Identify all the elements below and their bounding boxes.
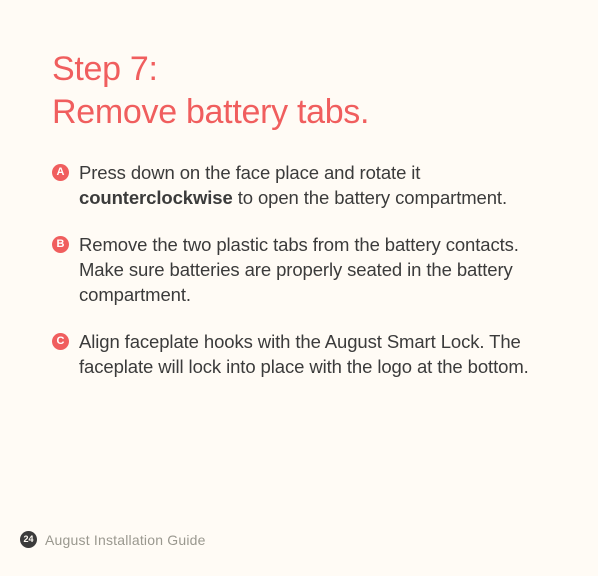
step-text-c: Align faceplate hooks with the August Sm… [79, 330, 546, 380]
step-badge-b: B [52, 236, 69, 253]
page-number-badge: 24 [20, 531, 37, 548]
step-text-a: Press down on the face place and rotate … [79, 161, 546, 211]
step-a: A Press down on the face place and rotat… [52, 161, 546, 211]
step-a-post: to open the battery compartment. [233, 187, 507, 208]
step-text-b: Remove the two plastic tabs from the bat… [79, 233, 546, 308]
steps-list: A Press down on the face place and rotat… [52, 161, 546, 380]
step-a-bold: counterclockwise [79, 187, 233, 208]
step-b: B Remove the two plastic tabs from the b… [52, 233, 546, 308]
step-c: C Align faceplate hooks with the August … [52, 330, 546, 380]
page-footer: 24 August Installation Guide [20, 531, 206, 548]
heading-line-1: Step 7: [52, 50, 158, 88]
step-badge-c: C [52, 333, 69, 350]
page-heading: Step 7: Remove battery tabs. [52, 48, 546, 133]
step-a-pre: Press down on the face place and rotate … [79, 162, 420, 183]
step-b-pre: Remove the two plastic tabs from the bat… [79, 234, 519, 305]
heading-line-2: Remove battery tabs. [52, 93, 369, 131]
guide-name: August Installation Guide [45, 532, 206, 548]
step-c-pre: Align faceplate hooks with the August Sm… [79, 331, 529, 377]
step-badge-a: A [52, 164, 69, 181]
